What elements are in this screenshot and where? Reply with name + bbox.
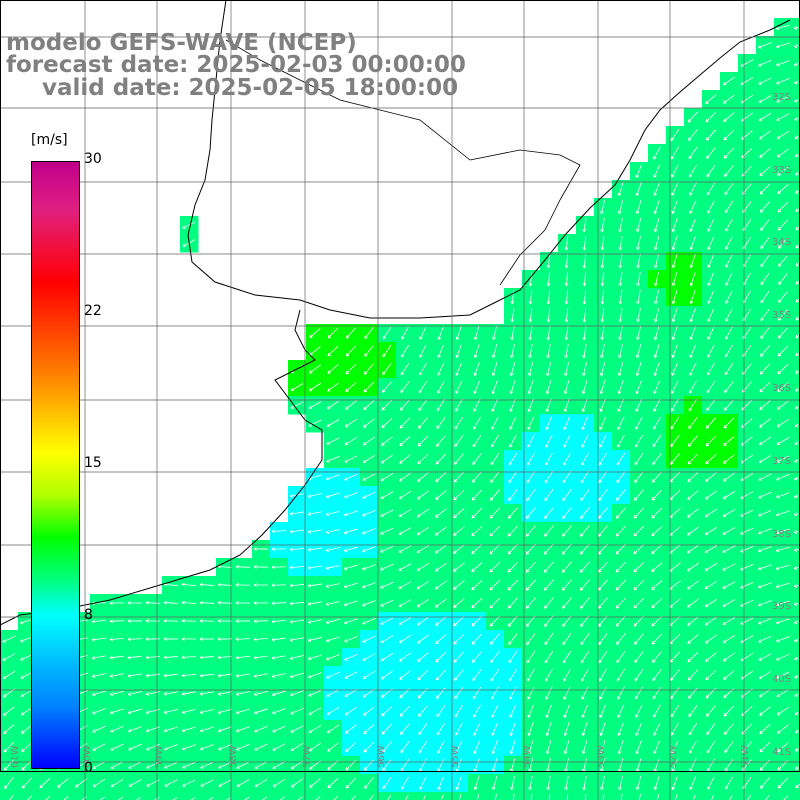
lon-label: 56W xyxy=(376,745,387,768)
title-model: modelo GEFS-WAVE (NCEP) xyxy=(6,30,357,56)
coastline xyxy=(0,0,791,626)
wind-speed-field xyxy=(0,18,800,800)
lon-label: 60W xyxy=(82,745,93,768)
colorbar-tick-8: 8 xyxy=(84,607,93,623)
lon-label: 54W xyxy=(522,745,533,768)
lon-label: 59W xyxy=(154,745,165,768)
lat-label: 33S xyxy=(772,165,791,176)
colorbar xyxy=(31,161,80,769)
lat-label: 32S xyxy=(772,92,791,103)
lon-label: 58W xyxy=(228,745,239,768)
lon-label: 55W xyxy=(450,745,461,768)
title-forecast-date: forecast date: 2025-02-03 00:00:00 xyxy=(6,52,466,78)
colorbar-tick-0: 0 xyxy=(84,760,93,776)
lat-label: 34S xyxy=(772,237,791,248)
colorbar-tick-15: 15 xyxy=(84,455,102,471)
lon-label: 52W xyxy=(668,745,679,768)
lat-label: 38S xyxy=(772,529,791,540)
lon-label: 51W xyxy=(740,745,751,768)
title-valid-date: valid date: 2025-02-05 18:00:00 xyxy=(42,75,459,101)
lat-label: 37S xyxy=(772,456,791,467)
lon-label: 53W xyxy=(596,745,607,768)
lon-label: 61W xyxy=(10,745,21,768)
lon-label: 57W xyxy=(302,745,313,768)
colorbar-tick-22: 22 xyxy=(84,303,102,319)
lat-label: 41S xyxy=(772,747,791,758)
lat-label: 36S xyxy=(772,383,791,394)
border-line xyxy=(225,39,471,161)
colorbar-tick-30: 30 xyxy=(84,151,102,167)
colorbar-unit: [m/s] xyxy=(31,132,68,148)
lat-label: 35S xyxy=(772,310,791,321)
wind-arrows xyxy=(2,24,800,800)
lat-label: 39S xyxy=(772,601,791,612)
lat-label: 40S xyxy=(772,674,791,685)
